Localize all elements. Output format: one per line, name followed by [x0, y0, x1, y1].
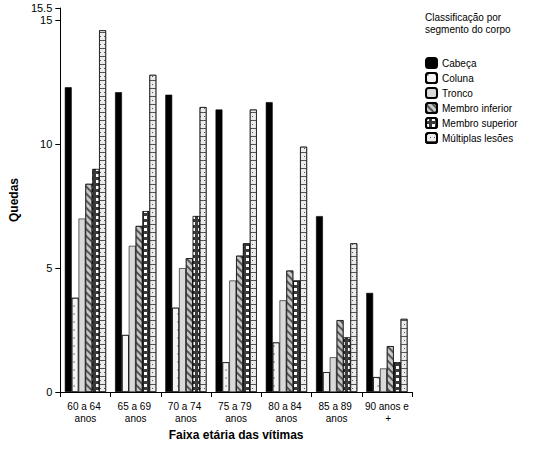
svg-text:85 a 89: 85 a 89: [319, 401, 355, 412]
svg-text:60 a 64: 60 a 64: [67, 401, 103, 412]
svg-text:Quedas: Quedas: [7, 178, 21, 222]
svg-text:anos: anos: [75, 413, 97, 424]
svg-text:80 a 84: 80 a 84: [268, 401, 304, 412]
svg-text:10: 10: [40, 138, 52, 150]
svg-text:5: 5: [46, 262, 52, 274]
svg-text:anos: anos: [125, 413, 147, 424]
svg-text:90 anos e: 90 anos e: [365, 401, 409, 412]
svg-text:anos: anos: [175, 413, 197, 424]
svg-text:anos: anos: [326, 413, 348, 424]
svg-text:Tronco: Tronco: [442, 88, 473, 99]
svg-text:Múltiplas lesões: Múltiplas lesões: [442, 133, 513, 144]
svg-text:Coluna: Coluna: [442, 73, 474, 84]
svg-text:0: 0: [46, 386, 52, 398]
svg-text:Membro inferior: Membro inferior: [442, 103, 513, 114]
svg-text:Classificação por: Classificação por: [425, 12, 504, 23]
svg-text:+: +: [383, 413, 392, 424]
svg-text:Faixa etária das vítimas: Faixa etária das vítimas: [169, 428, 304, 442]
svg-text:segmento do corpo: segmento do corpo: [425, 24, 511, 35]
svg-text:70 a 74: 70 a 74: [168, 401, 204, 412]
svg-text:anos: anos: [225, 413, 247, 424]
svg-text:Cabeça: Cabeça: [442, 58, 477, 69]
svg-text:75 a 79: 75 a 79: [218, 401, 254, 412]
svg-text:15.5: 15.5: [31, 2, 52, 14]
svg-text:Membro superior: Membro superior: [442, 118, 518, 129]
svg-text:anos: anos: [276, 413, 298, 424]
svg-text:15: 15: [40, 14, 52, 26]
svg-text:65 a 69: 65 a 69: [118, 401, 154, 412]
